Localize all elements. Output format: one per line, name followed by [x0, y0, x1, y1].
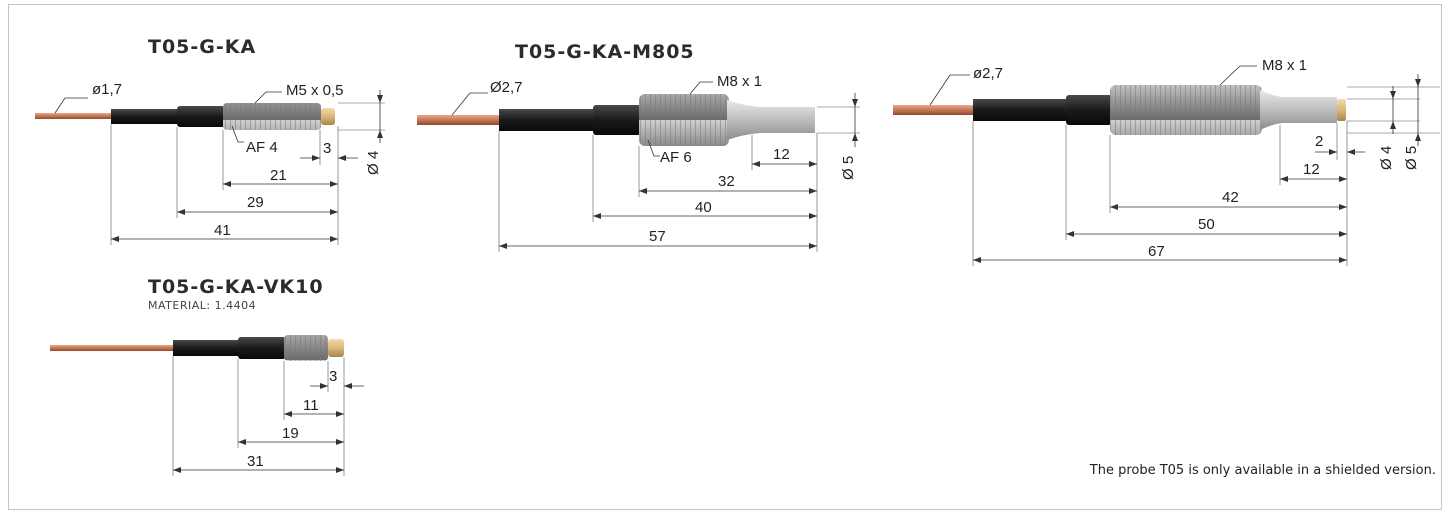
- vk10-wire: [50, 345, 175, 351]
- ka-thread: [223, 103, 321, 130]
- long-dia-5: Ø 5: [1403, 146, 1420, 170]
- long-thread: [1110, 85, 1262, 135]
- long-thread-label: M8 x 1: [1262, 57, 1307, 74]
- long-wire-dia: ø2,7: [973, 65, 1003, 82]
- ka-title: T05-G-KA: [148, 36, 256, 58]
- ka-sheath: [111, 109, 179, 124]
- long-dim-2: 2: [1315, 133, 1323, 150]
- ka-sleeve: [177, 106, 225, 127]
- long-dim-42: 42: [1222, 189, 1239, 206]
- ka-dim-3: 3: [323, 140, 331, 157]
- long-wire: [893, 105, 975, 115]
- long-sheath: [973, 99, 1068, 121]
- m805-sheath: [499, 109, 595, 131]
- m805-wire-leader: [452, 93, 488, 115]
- drawing-m805: T05-G-KA-M805 Ø2,7 M8 x 1 AF 6 12 32 40 …: [417, 41, 860, 252]
- vk10-dim-11: 11: [303, 397, 319, 414]
- ka-thread-label: M5 x 0,5: [286, 82, 344, 99]
- m805-wire: [417, 115, 501, 125]
- ka-af-label: AF 4: [246, 139, 278, 156]
- vk10-dim-19: 19: [282, 425, 299, 442]
- long-stem: [1260, 90, 1337, 130]
- m805-af-label: AF 6: [660, 149, 692, 166]
- vk10-sheath: [173, 340, 240, 356]
- vk10-thread: [284, 335, 328, 361]
- long-tip: [1337, 99, 1346, 121]
- vk10-dim-31: 31: [247, 453, 264, 470]
- drawing-vk10: T05-G-KA-VK10 MATERIAL: 1.4404 3 11 19 3…: [50, 276, 364, 476]
- ka-dia: Ø 4: [365, 151, 382, 175]
- long-wire-leader: [930, 75, 970, 105]
- vk10-dim-3: 3: [329, 368, 337, 385]
- ka-dim-41: 41: [214, 222, 231, 239]
- vk10-tip: [328, 339, 344, 357]
- m805-dim-40: 40: [695, 199, 712, 216]
- vk10-material: MATERIAL: 1.4404: [148, 299, 256, 312]
- vk10-sleeve: [238, 337, 286, 359]
- m805-thread-leader: [690, 82, 713, 94]
- shielded-note: The probe T05 is only available in a shi…: [1089, 463, 1436, 478]
- ka-tip: [321, 108, 335, 125]
- m805-dia: Ø 5: [840, 156, 857, 180]
- vk10-title: T05-G-KA-VK10: [148, 276, 324, 298]
- ka-wire: [35, 113, 113, 119]
- m805-sleeve: [593, 105, 641, 135]
- m805-stem: [727, 100, 815, 140]
- long-dia-4: Ø 4: [1378, 146, 1395, 170]
- m805-dim-12: 12: [773, 146, 790, 163]
- m805-wire-dia: Ø2,7: [490, 79, 523, 96]
- long-thread-leader: [1220, 66, 1257, 85]
- drawing-ka: T05-G-KA ø1,7 M5 x 0,5 AF 4 3 21 29 41: [35, 36, 385, 245]
- m805-dim-57: 57: [649, 228, 666, 245]
- drawing-long: ø2,7 M8 x 1 2 12 42 50 67 Ø 4 Ø 5: [893, 57, 1440, 266]
- long-dim-50: 50: [1198, 216, 1215, 233]
- ka-dim-21: 21: [270, 167, 287, 184]
- ka-thread-leader: [255, 92, 282, 103]
- m805-title: T05-G-KA-M805: [515, 41, 695, 63]
- long-dim-67: 67: [1148, 243, 1165, 260]
- ka-wire-dia: ø1,7: [92, 81, 122, 98]
- m805-thread-label: M8 x 1: [717, 73, 762, 90]
- m805-dim-32: 32: [718, 173, 735, 190]
- long-dim-12: 12: [1303, 161, 1320, 178]
- ka-dim-29: 29: [247, 194, 264, 211]
- ka-wire-leader: [55, 98, 88, 113]
- m805-thread: [639, 94, 729, 146]
- long-sleeve: [1066, 95, 1112, 125]
